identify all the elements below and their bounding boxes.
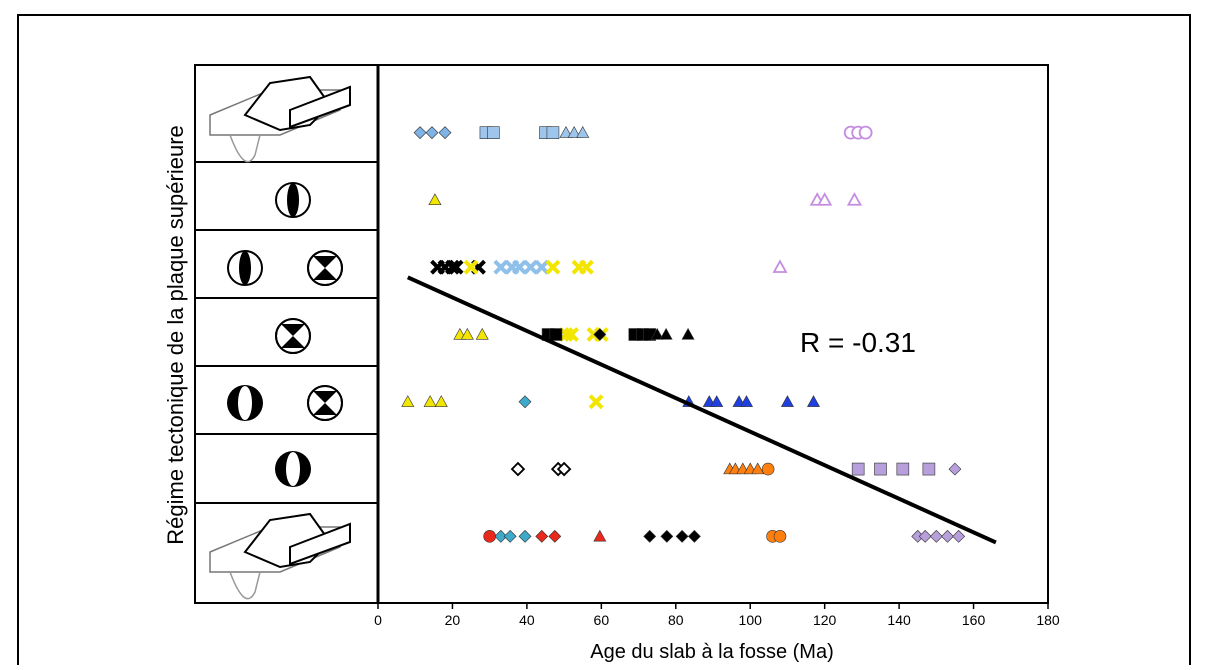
point [428, 193, 442, 206]
point [438, 126, 452, 140]
point [512, 259, 527, 275]
regime-icons [209, 76, 351, 600]
row-dividers [195, 161, 378, 504]
point [423, 395, 437, 407]
point [918, 529, 932, 543]
point [687, 529, 701, 543]
point [425, 126, 439, 140]
point [922, 462, 936, 476]
point [773, 530, 787, 543]
point [413, 126, 427, 140]
point [518, 529, 532, 543]
point [710, 395, 724, 407]
point [579, 259, 594, 275]
point [475, 327, 489, 340]
frame [17, 14, 1191, 665]
x-axis-label: Age du slab à la fosse (Ma) [590, 641, 833, 663]
point [952, 529, 966, 543]
point [929, 529, 943, 543]
point [559, 126, 573, 138]
fit-line [406, 275, 997, 545]
point [448, 259, 464, 275]
point [761, 462, 775, 476]
x-tick-label: 40 [519, 612, 535, 628]
point [510, 461, 526, 477]
point [523, 259, 539, 275]
point [772, 259, 788, 273]
point [564, 327, 579, 342]
x-tick-label: 180 [1036, 612, 1060, 628]
point [874, 462, 887, 476]
point [851, 462, 865, 476]
point [567, 126, 581, 138]
annotation: R = -0.31 [800, 327, 916, 358]
point [487, 126, 500, 139]
point [401, 395, 415, 407]
point [556, 461, 572, 477]
x-tick-label: 100 [739, 612, 763, 628]
point [518, 395, 532, 409]
x-tick-label: 120 [813, 612, 837, 628]
point [817, 192, 833, 206]
x-tick-label: 60 [594, 612, 610, 628]
point [896, 462, 910, 476]
point [434, 395, 448, 407]
point [780, 395, 794, 407]
point [588, 394, 604, 410]
point [545, 259, 561, 275]
point [503, 529, 517, 543]
plot-frame [194, 64, 1049, 604]
point [463, 259, 479, 275]
point [941, 529, 954, 543]
point [535, 529, 549, 543]
point [659, 327, 673, 340]
point [681, 327, 695, 340]
y-axis-label: Régime tectonique de la plaque supérieur… [163, 125, 188, 545]
point [576, 126, 590, 138]
point [751, 462, 765, 475]
point [460, 327, 474, 340]
point [546, 126, 560, 139]
point [660, 529, 674, 543]
point [846, 192, 862, 206]
x-tick-label: 160 [962, 612, 986, 628]
point [534, 259, 550, 275]
point [548, 529, 562, 543]
point [739, 395, 754, 407]
x-tick-label: 140 [887, 612, 911, 628]
point [549, 328, 563, 341]
x-tick-label: 0 [374, 612, 382, 628]
point [643, 529, 657, 543]
point [650, 327, 664, 340]
point [494, 529, 508, 543]
point [445, 259, 460, 275]
point [593, 328, 607, 341]
point [593, 529, 607, 542]
point [493, 259, 509, 275]
point [806, 395, 821, 407]
x-tick-label: 80 [668, 612, 684, 628]
point [675, 529, 689, 543]
point [858, 125, 873, 140]
point [483, 530, 496, 543]
point [948, 462, 962, 476]
x-tick-label: 20 [445, 612, 461, 628]
